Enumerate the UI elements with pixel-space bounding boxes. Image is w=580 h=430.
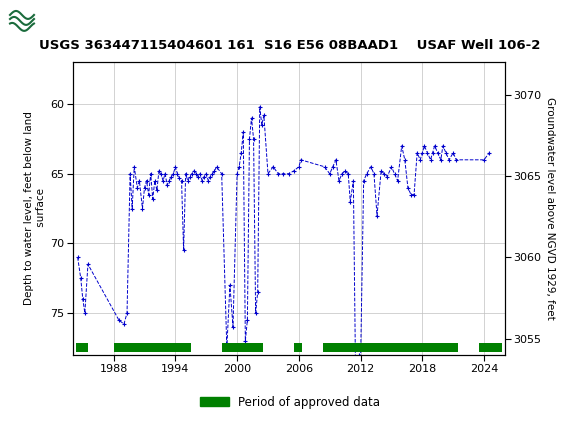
FancyBboxPatch shape bbox=[322, 343, 458, 352]
Y-axis label: Groundwater level above NGVD 1929, feet: Groundwater level above NGVD 1929, feet bbox=[545, 97, 555, 320]
Y-axis label: Depth to water level, feet below land
 surface: Depth to water level, feet below land su… bbox=[24, 112, 46, 305]
FancyBboxPatch shape bbox=[222, 343, 263, 352]
Bar bbox=[8, 5, 36, 33]
Text: USGS 363447115404601 161  S16 E56 08BAAD1    USAF Well 106-2: USGS 363447115404601 161 S16 E56 08BAAD1… bbox=[39, 39, 541, 52]
FancyBboxPatch shape bbox=[114, 343, 191, 352]
Text: USGS: USGS bbox=[41, 10, 96, 28]
FancyBboxPatch shape bbox=[293, 343, 302, 352]
FancyBboxPatch shape bbox=[75, 343, 88, 352]
Legend: Period of approved data: Period of approved data bbox=[195, 391, 385, 413]
FancyBboxPatch shape bbox=[479, 343, 502, 352]
